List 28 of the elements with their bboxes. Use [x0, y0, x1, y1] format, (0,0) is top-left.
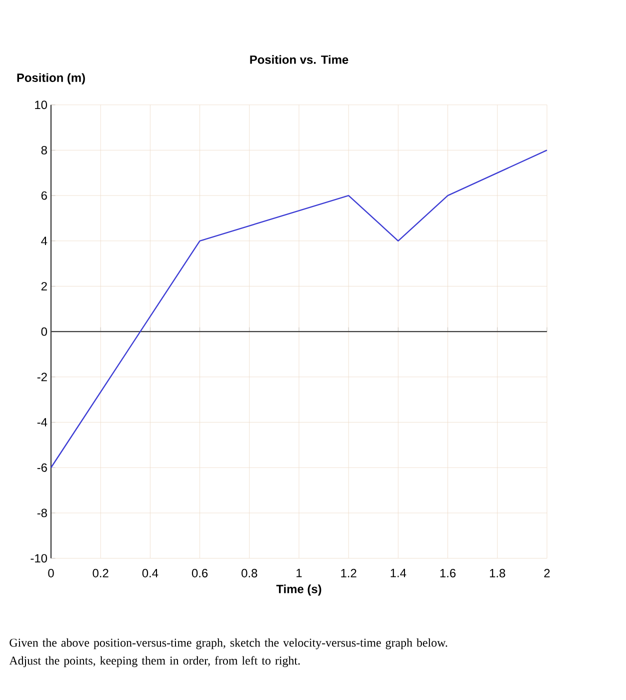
y-tick-label: -4	[37, 418, 47, 426]
x-tick-label: 0.8	[241, 568, 258, 578]
x-tick-label: 1	[296, 568, 302, 578]
x-tick-label: 1.2	[341, 568, 356, 578]
x-tick-label: 0	[48, 568, 54, 578]
x-tick-label: 0.2	[92, 568, 108, 578]
line-series	[50, 150, 548, 468]
y-tick-label: 6	[41, 191, 47, 200]
y-tick-label: 8	[41, 146, 47, 154]
y-axis-title: Position (m)	[17, 73, 85, 84]
chart-title: Position vs. Time	[250, 55, 348, 64]
x-tick-label: 1.8	[490, 568, 505, 578]
y-tick-label: 0	[41, 327, 47, 336]
text: Adjust the points, keeping them in order, from left to right.	[9, 656, 300, 668]
x-tick-label: 1.4	[390, 568, 406, 578]
text: Given the above position-versus-time graph, sketch the velocity-versus-time graph below.	[10, 638, 447, 650]
x-axis-title: Time (s)	[276, 584, 322, 596]
x-tick-label: 0.6	[192, 568, 208, 578]
y-tick-label: -6	[37, 463, 47, 472]
y-tick-label: 2	[41, 282, 47, 290]
x-tick-label: 0.4	[142, 568, 158, 578]
y-tick-label: 10	[34, 100, 47, 110]
x-tick-label: 2	[544, 568, 550, 578]
y-tick-label: -8	[37, 508, 47, 518]
y-tick-label: -10	[30, 554, 47, 563]
x-tick-label: 1.6	[440, 568, 456, 578]
y-tick-label: 4	[40, 236, 47, 246]
y-tick-label: -2	[37, 372, 47, 382]
